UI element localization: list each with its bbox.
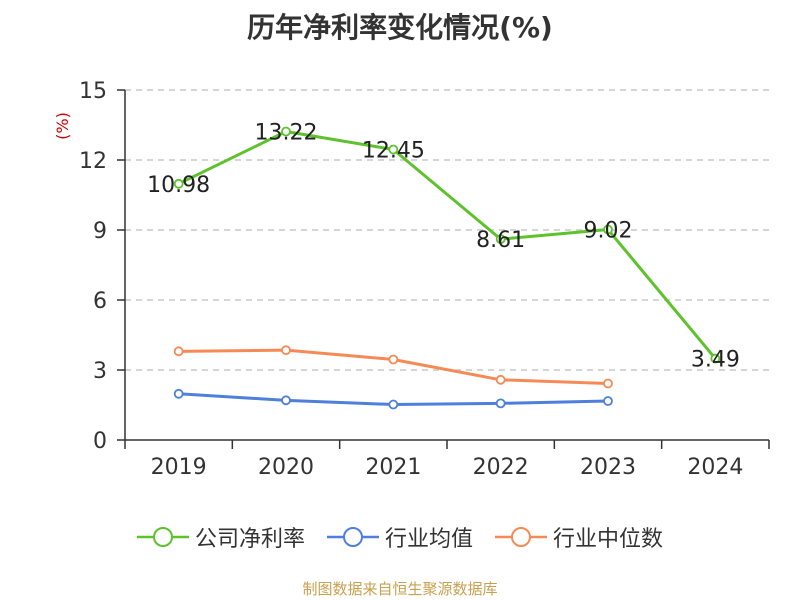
chart-title: 历年净利率变化情况(%)	[247, 11, 553, 44]
x-tick-label: 2023	[580, 455, 636, 480]
data-label: 3.49	[691, 348, 740, 373]
data-label: 8.61	[476, 228, 525, 253]
data-point	[281, 345, 291, 356]
legend-item[interactable]: 行业均值	[326, 521, 473, 553]
data-point	[281, 395, 291, 406]
data-point	[495, 234, 506, 245]
data-point	[388, 354, 399, 365]
legend-circle	[342, 527, 363, 547]
data-point	[173, 346, 184, 357]
y-tick-label: 12	[79, 149, 107, 174]
data-point	[388, 144, 399, 155]
legend-label: 行业均值	[384, 527, 473, 552]
data-label: 9.02	[584, 219, 633, 244]
legend-label: 行业中位数	[553, 527, 664, 552]
data-label: 10.98	[147, 173, 210, 198]
source-note: 制图数据来自恒生聚源数据库	[302, 580, 498, 598]
data-point	[495, 398, 506, 409]
legend: 公司净利率 行业均值 行业中位数	[0, 519, 800, 555]
legend-circle	[152, 527, 173, 547]
grid-lines	[125, 89, 769, 371]
y-tick-label: 3	[93, 359, 107, 384]
data-point	[710, 353, 721, 364]
legend-circle	[511, 527, 531, 547]
data-label: 12.45	[362, 139, 425, 164]
legend-label: 公司净利率	[194, 527, 305, 552]
legend-marker-icon	[495, 527, 547, 547]
legend-marker-icon	[326, 527, 379, 547]
series-line	[178, 130, 717, 360]
x-tick-label: 2019	[151, 455, 207, 480]
series-lines	[173, 126, 721, 410]
y-tick-label: 15	[79, 79, 107, 104]
x-tick-label: 2020	[258, 455, 314, 480]
data-label: 13.22	[255, 121, 318, 146]
data-point	[173, 388, 184, 399]
legend-item[interactable]: 行业中位数	[495, 521, 663, 553]
y-tick-label: 0	[93, 429, 107, 454]
data-point	[281, 126, 291, 137]
data-point	[603, 224, 613, 235]
x-tick-label: 2021	[365, 455, 421, 480]
legend-item[interactable]: 公司净利率	[136, 521, 305, 553]
y-tick-label: 9	[93, 219, 107, 244]
axes: 0 3 6 9 12 15 (%) 2019 2020 2021 2022 2023 2024	[53, 79, 770, 480]
data-point	[388, 399, 399, 410]
legend-marker-icon	[136, 527, 189, 547]
x-tick-label: 2022	[473, 455, 529, 480]
data-point	[603, 396, 613, 406]
data-point	[173, 178, 184, 189]
x-tick-label: 2024	[687, 455, 743, 480]
y-axis-label: (%)	[53, 112, 72, 140]
data-labels: 10.98 13.22 12.45 8.61 9.02 3.49	[147, 121, 740, 373]
data-point	[603, 378, 613, 389]
y-tick-label: 6	[93, 289, 107, 314]
data-point	[495, 374, 506, 385]
